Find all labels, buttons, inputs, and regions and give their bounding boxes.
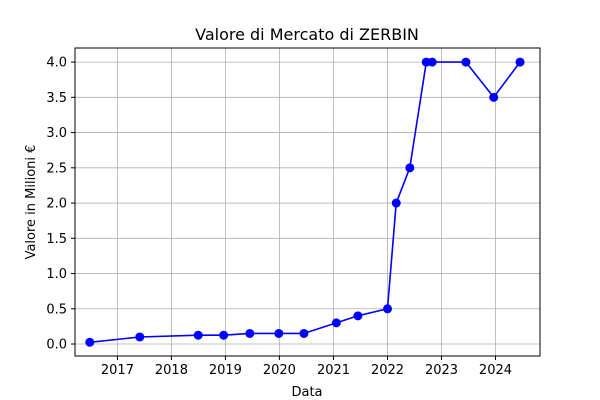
y-tick-label: 1.5 bbox=[46, 232, 67, 247]
series-layer bbox=[85, 57, 525, 347]
y-axis-label: Valore in Milioni € bbox=[24, 145, 39, 260]
data-point bbox=[85, 337, 95, 347]
data-point bbox=[515, 57, 525, 67]
x-axis: 2017 2018 2019 2020 2021 2022 2023 2024 bbox=[101, 356, 512, 378]
data-point bbox=[489, 92, 499, 102]
y-tick-label: 1.0 bbox=[46, 267, 67, 282]
y-tick-label: 0.5 bbox=[46, 302, 67, 317]
data-point bbox=[274, 328, 284, 338]
data-point bbox=[405, 163, 415, 173]
x-tick-label: 2024 bbox=[479, 363, 512, 378]
y-axis: 0.0 0.5 1.0 1.5 2.0 2.5 3.0 3.5 4.0 bbox=[46, 56, 75, 353]
data-point bbox=[353, 311, 363, 321]
data-point bbox=[461, 57, 471, 67]
y-tick-label: 2.0 bbox=[46, 197, 67, 212]
x-tick-label: 2017 bbox=[101, 363, 134, 378]
x-tick-label: 2019 bbox=[209, 363, 242, 378]
data-point bbox=[383, 304, 393, 314]
x-axis-label: Data bbox=[291, 385, 322, 400]
y-tick-label: 0.0 bbox=[46, 338, 67, 353]
data-point bbox=[245, 328, 255, 338]
plot-frame bbox=[74, 47, 541, 357]
grid bbox=[75, 48, 540, 356]
x-tick-label: 2022 bbox=[371, 363, 404, 378]
data-point bbox=[331, 318, 341, 328]
data-point bbox=[299, 328, 309, 338]
y-tick-label: 3.0 bbox=[46, 126, 67, 141]
data-point bbox=[427, 57, 437, 67]
y-tick-label: 2.5 bbox=[46, 161, 67, 176]
data-point bbox=[391, 198, 401, 208]
data-point bbox=[135, 332, 145, 342]
x-tick-label: 2023 bbox=[425, 363, 458, 378]
x-tick-label: 2018 bbox=[155, 363, 188, 378]
chart-title: Valore di Mercato di ZERBIN bbox=[195, 25, 419, 44]
data-point bbox=[219, 330, 229, 340]
x-tick-label: 2020 bbox=[263, 363, 296, 378]
y-tick-label: 4.0 bbox=[46, 56, 67, 71]
data-point bbox=[193, 330, 203, 340]
x-tick-label: 2021 bbox=[317, 363, 350, 378]
y-tick-label: 3.5 bbox=[46, 91, 67, 106]
series-line bbox=[89, 61, 521, 344]
